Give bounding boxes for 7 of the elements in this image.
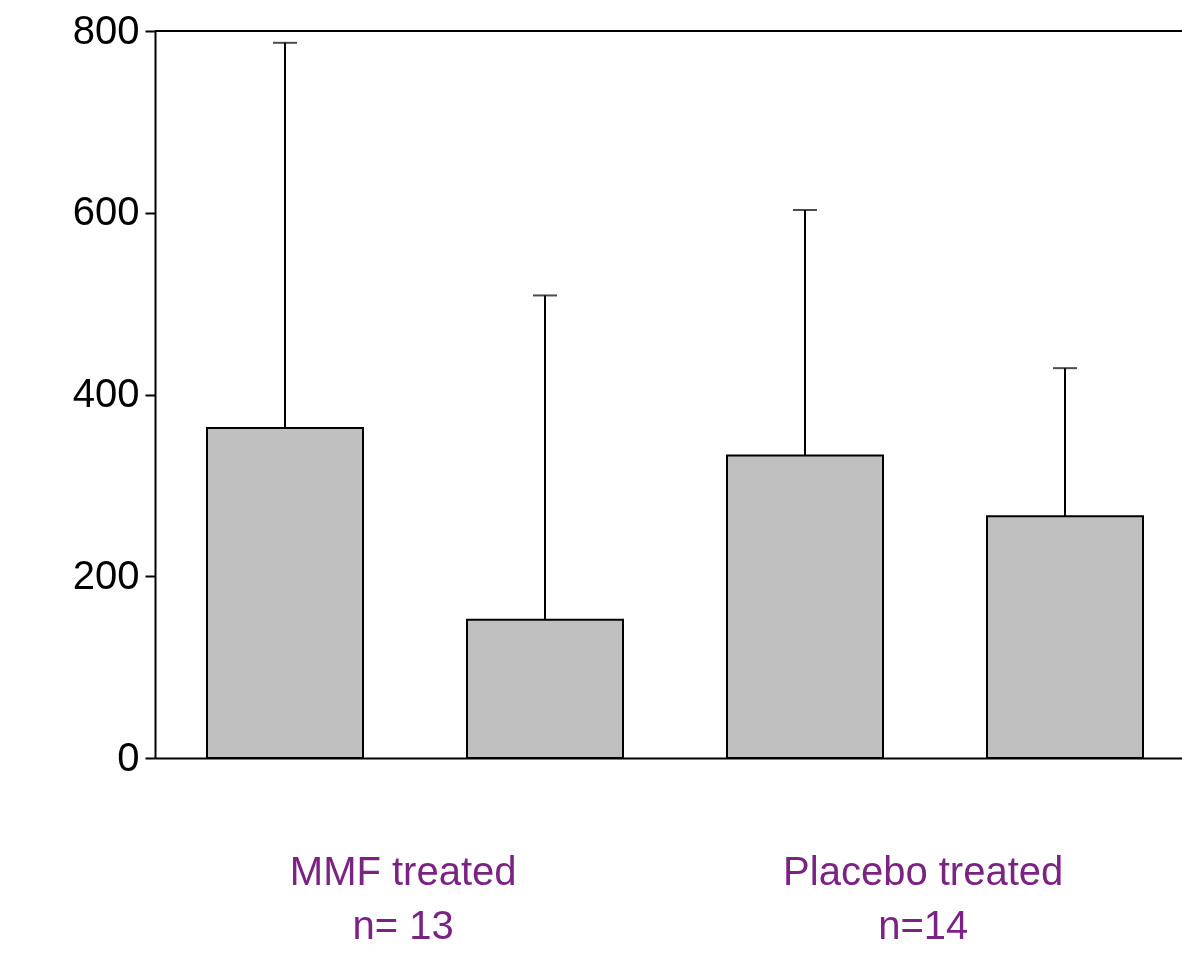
y-tick-label: 200 <box>72 552 140 597</box>
y-tick-label: 600 <box>72 189 140 234</box>
y-tick-label: 400 <box>72 371 140 415</box>
y-tick-label: 0 <box>117 734 140 779</box>
y-tick-label: 800 <box>72 7 140 52</box>
text: MMF treated n= 13 <box>289 849 517 947</box>
text: Placebo treated n=14 <box>783 849 1064 947</box>
